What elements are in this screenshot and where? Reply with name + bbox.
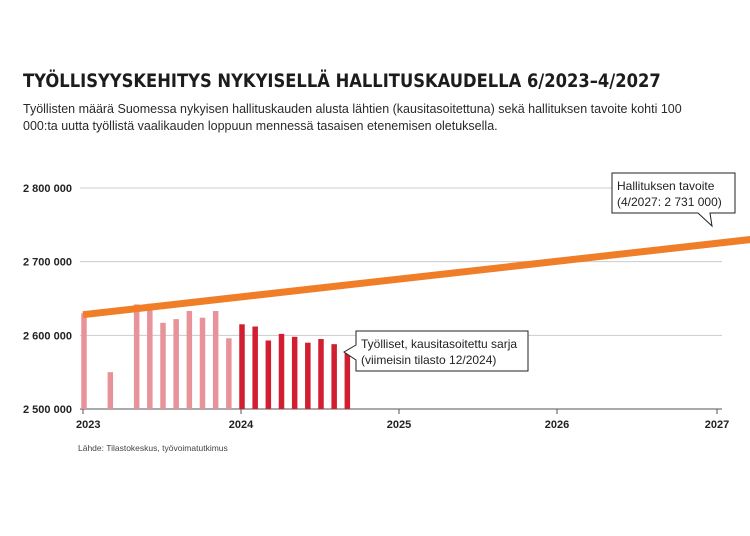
employment-bar [107,372,114,409]
y-tick-label: 2 600 000 [23,330,72,342]
employment-bar [331,344,337,409]
employment-bar [344,351,351,409]
series-annotation-label: Työlliset, kausitasoitettu sarja [361,337,517,351]
x-tick-label: 2026 [545,419,569,431]
series-annotation-detail: (viimeisin tilasto 12/2024) [361,353,496,367]
y-tick-label: 2 700 000 [23,257,72,269]
target-annotation-detail: (4/2027: 2 731 000) [617,195,722,209]
target-line-group [82,236,750,319]
employment-bar [291,336,298,409]
x-tick-label: 2023 [76,419,100,431]
employment-bar [160,322,166,409]
employment-bar [81,313,87,409]
target-line [82,236,750,319]
employment-bar [133,304,140,409]
employment-bar [186,311,193,409]
target-annotation-box [611,172,736,228]
employment-bar [252,326,258,409]
employment-bar [173,319,179,409]
x-tick-label: 2025 [387,419,411,431]
series-annotation: Työlliset, kausitasoitettu sarja (viimei… [343,330,529,372]
chart-title: TYÖLLISYYSKEHITYS NYKYISELLÄ HALLITUSKAU… [23,70,661,92]
employment-bar [265,340,272,409]
employment-bar [305,342,311,409]
target-annotation-label: Hallituksen tavoite [617,179,715,193]
employment-bar [318,339,324,409]
employment-bar [226,338,232,409]
target-annotation: Hallituksen tavoite (4/2027: 2 731 000) [611,172,736,228]
source-note: Lähde: Tilastokeskus, työvoimatutkimus [78,443,228,453]
x-tick-label: 2027 [705,419,729,431]
employment-bar [212,311,219,409]
series-annotation-box [343,330,529,372]
employment-bar [239,324,245,409]
employment-bars [81,303,351,409]
y-axis-ticks: 2 500 000 2 600 000 2 700 000 2 800 000 [23,183,72,416]
y-tick-label: 2 800 000 [23,183,72,195]
x-axis: 2023 2024 2025 2026 2027 [76,409,729,431]
y-tick-label: 2 500 000 [23,404,72,416]
employment-bar [147,303,153,409]
employment-bar [278,333,285,409]
employment-bar [199,317,206,409]
x-tick-label: 2024 [229,419,254,431]
chart-subtitle: Työllisten määrä Suomessa nykyisen halli… [23,102,682,133]
